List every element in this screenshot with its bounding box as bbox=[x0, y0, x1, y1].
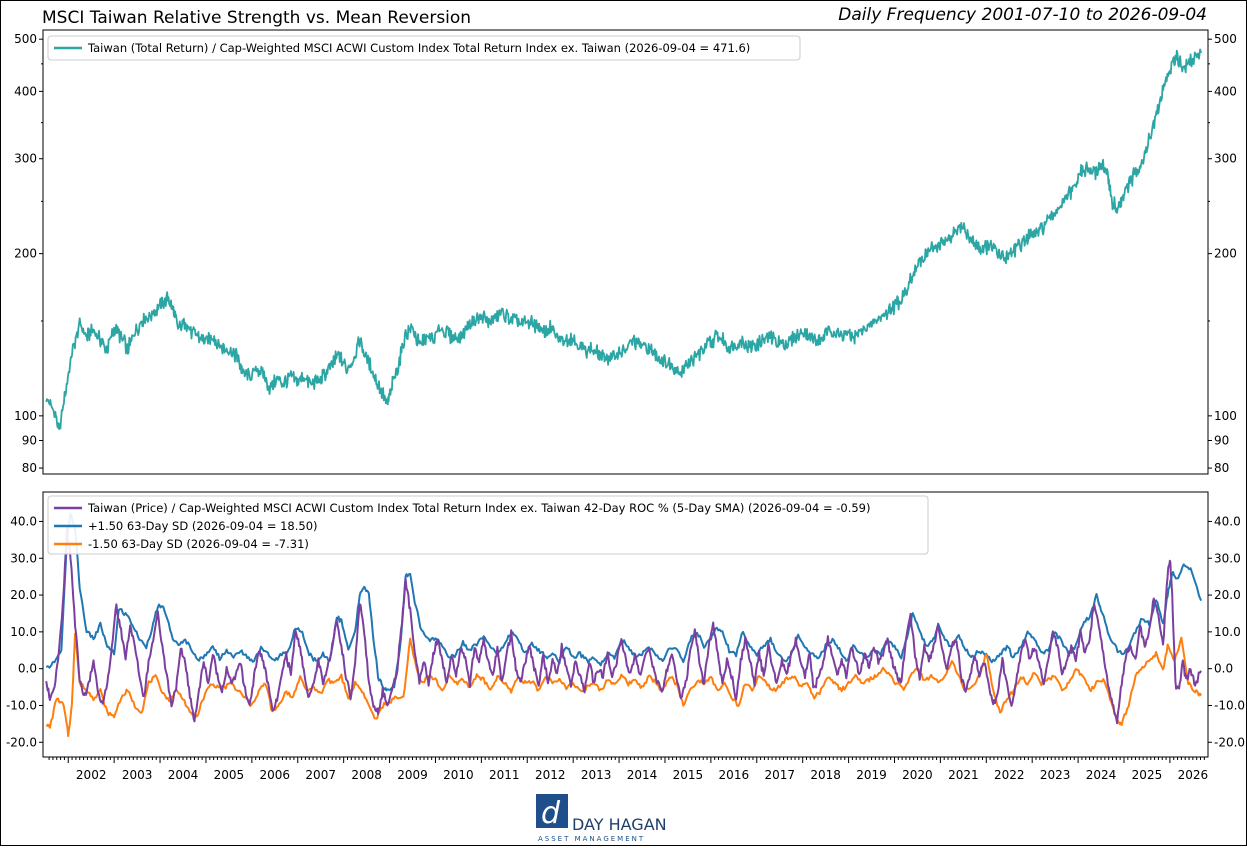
y-tick-label-left: 20.0 bbox=[10, 588, 37, 602]
y-tick-label-left: 90 bbox=[22, 434, 37, 448]
y-tick-label-right: 100 bbox=[1214, 409, 1237, 423]
x-tick-label: 2023 bbox=[1040, 768, 1071, 782]
x-tick-label: 2010 bbox=[443, 768, 474, 782]
y-tick-label-left: 0.0 bbox=[18, 662, 37, 676]
legend-label: -1.50 63-Day SD (2026-09-04 = -7.31) bbox=[88, 537, 309, 551]
y-tick-label-left: 40.0 bbox=[10, 514, 37, 528]
y-tick-label-left: 500 bbox=[14, 32, 37, 46]
series-line-lower-band bbox=[45, 632, 1202, 738]
y-tick-label-left: 100 bbox=[14, 409, 37, 423]
x-tick-label: 2024 bbox=[1086, 768, 1117, 782]
logo-name: DAY HAGAN bbox=[572, 815, 667, 834]
y-tick-label-right: 90 bbox=[1214, 434, 1229, 448]
legend-box bbox=[47, 495, 929, 555]
top-legend: Taiwan (Total Return) / Cap-Weighted MSC… bbox=[47, 35, 801, 61]
y-tick-label-right: 80 bbox=[1214, 461, 1229, 475]
x-tick-label: 2005 bbox=[214, 768, 245, 782]
series-line-taiwan-total-return bbox=[45, 48, 1202, 430]
x-tick-label: 2017 bbox=[764, 768, 795, 782]
x-tick-label: 2008 bbox=[351, 768, 382, 782]
x-tick-label: 2020 bbox=[902, 768, 933, 782]
y-tick-label-left: 300 bbox=[14, 152, 37, 166]
day-hagan-logo: d DAY HAGAN ASSET MANAGEMENT bbox=[532, 792, 682, 844]
series-line-upper-band bbox=[45, 512, 1203, 692]
y-tick-label-right: 30.0 bbox=[1214, 551, 1241, 565]
y-tick-label-left: 80 bbox=[22, 461, 37, 475]
legend-label: +1.50 63-Day SD (2026-09-04 = 18.50) bbox=[88, 519, 318, 533]
x-tick-label: 2014 bbox=[627, 768, 658, 782]
y-tick-label-left: 30.0 bbox=[10, 551, 37, 565]
x-tick-label: 2013 bbox=[581, 768, 612, 782]
chart-title: MSCI Taiwan Relative Strength vs. Mean R… bbox=[42, 8, 472, 28]
x-tick-label: 2002 bbox=[76, 768, 107, 782]
x-tick-label: 2018 bbox=[810, 768, 841, 782]
y-tick-label-right: 40.0 bbox=[1214, 514, 1241, 528]
y-tick-label-right: 20.0 bbox=[1214, 588, 1241, 602]
logo-mark bbox=[536, 794, 568, 828]
legend-label: Taiwan (Price) / Cap-Weighted MSCI ACWI … bbox=[87, 501, 870, 515]
top-panel: 80 80 90 90 100 100 200 200 300 300 400 400 500 500 Ta… bbox=[14, 29, 1237, 475]
top-plot-area bbox=[42, 29, 1209, 475]
logo-tagline: ASSET MANAGEMENT bbox=[538, 835, 645, 843]
x-tick-label: 2004 bbox=[168, 768, 199, 782]
x-tick-label: 2015 bbox=[673, 768, 704, 782]
y-tick-label-right: -20.0 bbox=[1214, 735, 1245, 749]
x-tick-label: 2009 bbox=[397, 768, 428, 782]
x-tick-label: 2025 bbox=[1132, 768, 1163, 782]
series-line-roc bbox=[45, 526, 1202, 725]
bottom-panel: -20.0 -20.0 -10.0 -10.0 0.0 0.0 10.0 10.0 20.0 20… bbox=[6, 491, 1245, 782]
x-tick-label: 2022 bbox=[994, 768, 1025, 782]
bottom-legend: Taiwan (Price) / Cap-Weighted MSCI ACWI … bbox=[47, 495, 929, 555]
y-tick-label-right: 300 bbox=[1214, 152, 1237, 166]
x-tick-label: 2012 bbox=[535, 768, 566, 782]
y-tick-label-right: 500 bbox=[1214, 32, 1237, 46]
x-tick-label: 2016 bbox=[719, 768, 750, 782]
x-tick-label: 2021 bbox=[948, 768, 979, 782]
x-tick-label: 2003 bbox=[122, 768, 153, 782]
x-tick-label: 2007 bbox=[305, 768, 336, 782]
legend-box bbox=[47, 35, 801, 61]
y-tick-label-left: 200 bbox=[14, 247, 37, 261]
x-tick-label: 2026 bbox=[1178, 768, 1209, 782]
x-tick-label: 2019 bbox=[856, 768, 887, 782]
y-tick-label-right: -10.0 bbox=[1214, 698, 1245, 712]
bottom-plot-area bbox=[42, 491, 1209, 758]
y-tick-label-left: -20.0 bbox=[6, 735, 37, 749]
y-tick-label-right: 400 bbox=[1214, 84, 1237, 98]
legend-label: Taiwan (Total Return) / Cap-Weighted MSC… bbox=[87, 41, 750, 55]
chart-subtitle: Daily Frequency 2001-07-10 to 2026-09-04 bbox=[838, 5, 1207, 25]
y-tick-label-right: 0.0 bbox=[1214, 662, 1233, 676]
y-tick-label-left: 10.0 bbox=[10, 625, 37, 639]
y-tick-label-left: -10.0 bbox=[6, 698, 37, 712]
logo-mark-glyph: d bbox=[541, 796, 561, 831]
y-tick-label-right: 10.0 bbox=[1214, 625, 1241, 639]
y-tick-label-right: 200 bbox=[1214, 247, 1237, 261]
x-tick-label: 2006 bbox=[260, 768, 291, 782]
x-tick-label: 2011 bbox=[489, 768, 520, 782]
y-tick-label-left: 400 bbox=[14, 84, 37, 98]
